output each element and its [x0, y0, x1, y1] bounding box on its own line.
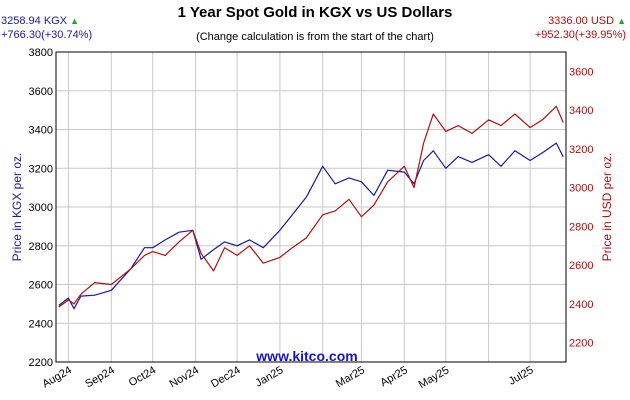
kgx-price: 3258.94 KGX: [1, 15, 68, 27]
kgx-change: +766.30(+30.74%): [1, 29, 93, 41]
y-right-tick-label: 2400: [569, 299, 593, 311]
y-axis-label-right: Price in USD per oz.: [600, 153, 614, 262]
x-tick-label: Jul25: [507, 364, 536, 388]
x-tick-label: Nov24: [168, 364, 202, 390]
x-tick-label: May25: [417, 364, 452, 391]
y-left-tick-label: 3000: [29, 202, 53, 214]
y-left-tick-label: 3800: [29, 47, 53, 59]
y-left-tick-label: 2200: [29, 357, 53, 369]
y-left-tick-label: 2600: [29, 280, 53, 292]
y-left-tick-labels: 2200 2400 2600 2800 3000 3200 3400 3600 3800: [29, 47, 53, 369]
y-right-tick-label: 2800: [569, 221, 593, 233]
x-tick-label: Mar25: [334, 364, 367, 390]
y-right-tick-label: 3000: [569, 183, 593, 195]
kgx-price-panel: 3258.94 KGX ▲ +766.30(+30.74%): [1, 14, 92, 42]
y-right-tick-labels: 2200 2400 2600 2800 3000 3200 3400 3600: [569, 66, 593, 349]
usd-change: +952.30(+39.95%): [534, 29, 626, 41]
x-tick-label: Sep24: [83, 364, 117, 390]
up-arrow-icon: ▲: [70, 16, 79, 26]
x-tick-label: Dec24: [209, 364, 243, 390]
y-right-tick-label: 2600: [569, 260, 593, 272]
y-left-tick-label: 3600: [29, 86, 53, 98]
grid-lines: [56, 51, 566, 363]
x-tick-label: Apr25: [378, 364, 409, 389]
usd-price: 3336.00 USD: [548, 15, 615, 27]
kitco-watermark: www.kitco.com: [255, 348, 357, 364]
usd-price-panel: 3336.00 USD ▲ +952.30(+39.95%): [535, 14, 626, 42]
y-left-tick-label: 2800: [29, 241, 53, 253]
series-line-usd: [58, 105, 564, 308]
chart-title: 1 Year Spot Gold in KGX vs US Dollars: [177, 4, 453, 21]
y-axis-label-left: Price in KGX per oz.: [10, 153, 24, 262]
series-lines: [58, 105, 564, 310]
up-arrow-icon: ▲: [617, 16, 626, 26]
y-left-tick-label: 2400: [29, 318, 53, 330]
y-left-tick-label: 3400: [29, 125, 53, 137]
y-left-tick-label: 3200: [29, 163, 53, 175]
y-right-tick-label: 3400: [569, 105, 593, 117]
series-line-kgx: [58, 142, 564, 310]
y-right-tick-label: 2200: [569, 338, 593, 350]
y-right-tick-label: 3600: [569, 66, 593, 78]
y-right-tick-label: 3200: [569, 144, 593, 156]
x-tick-label: Jan25: [253, 364, 285, 389]
x-tick-labels: Aug24 Sep24 Oct24 Nov24 Dec24 Jan25 Mar25 Apr25…: [40, 364, 535, 391]
chart-subtitle: (Change calculation is from the start of…: [196, 31, 434, 43]
x-tick-label: Oct24: [127, 364, 158, 389]
plot-frame: [55, 51, 567, 363]
